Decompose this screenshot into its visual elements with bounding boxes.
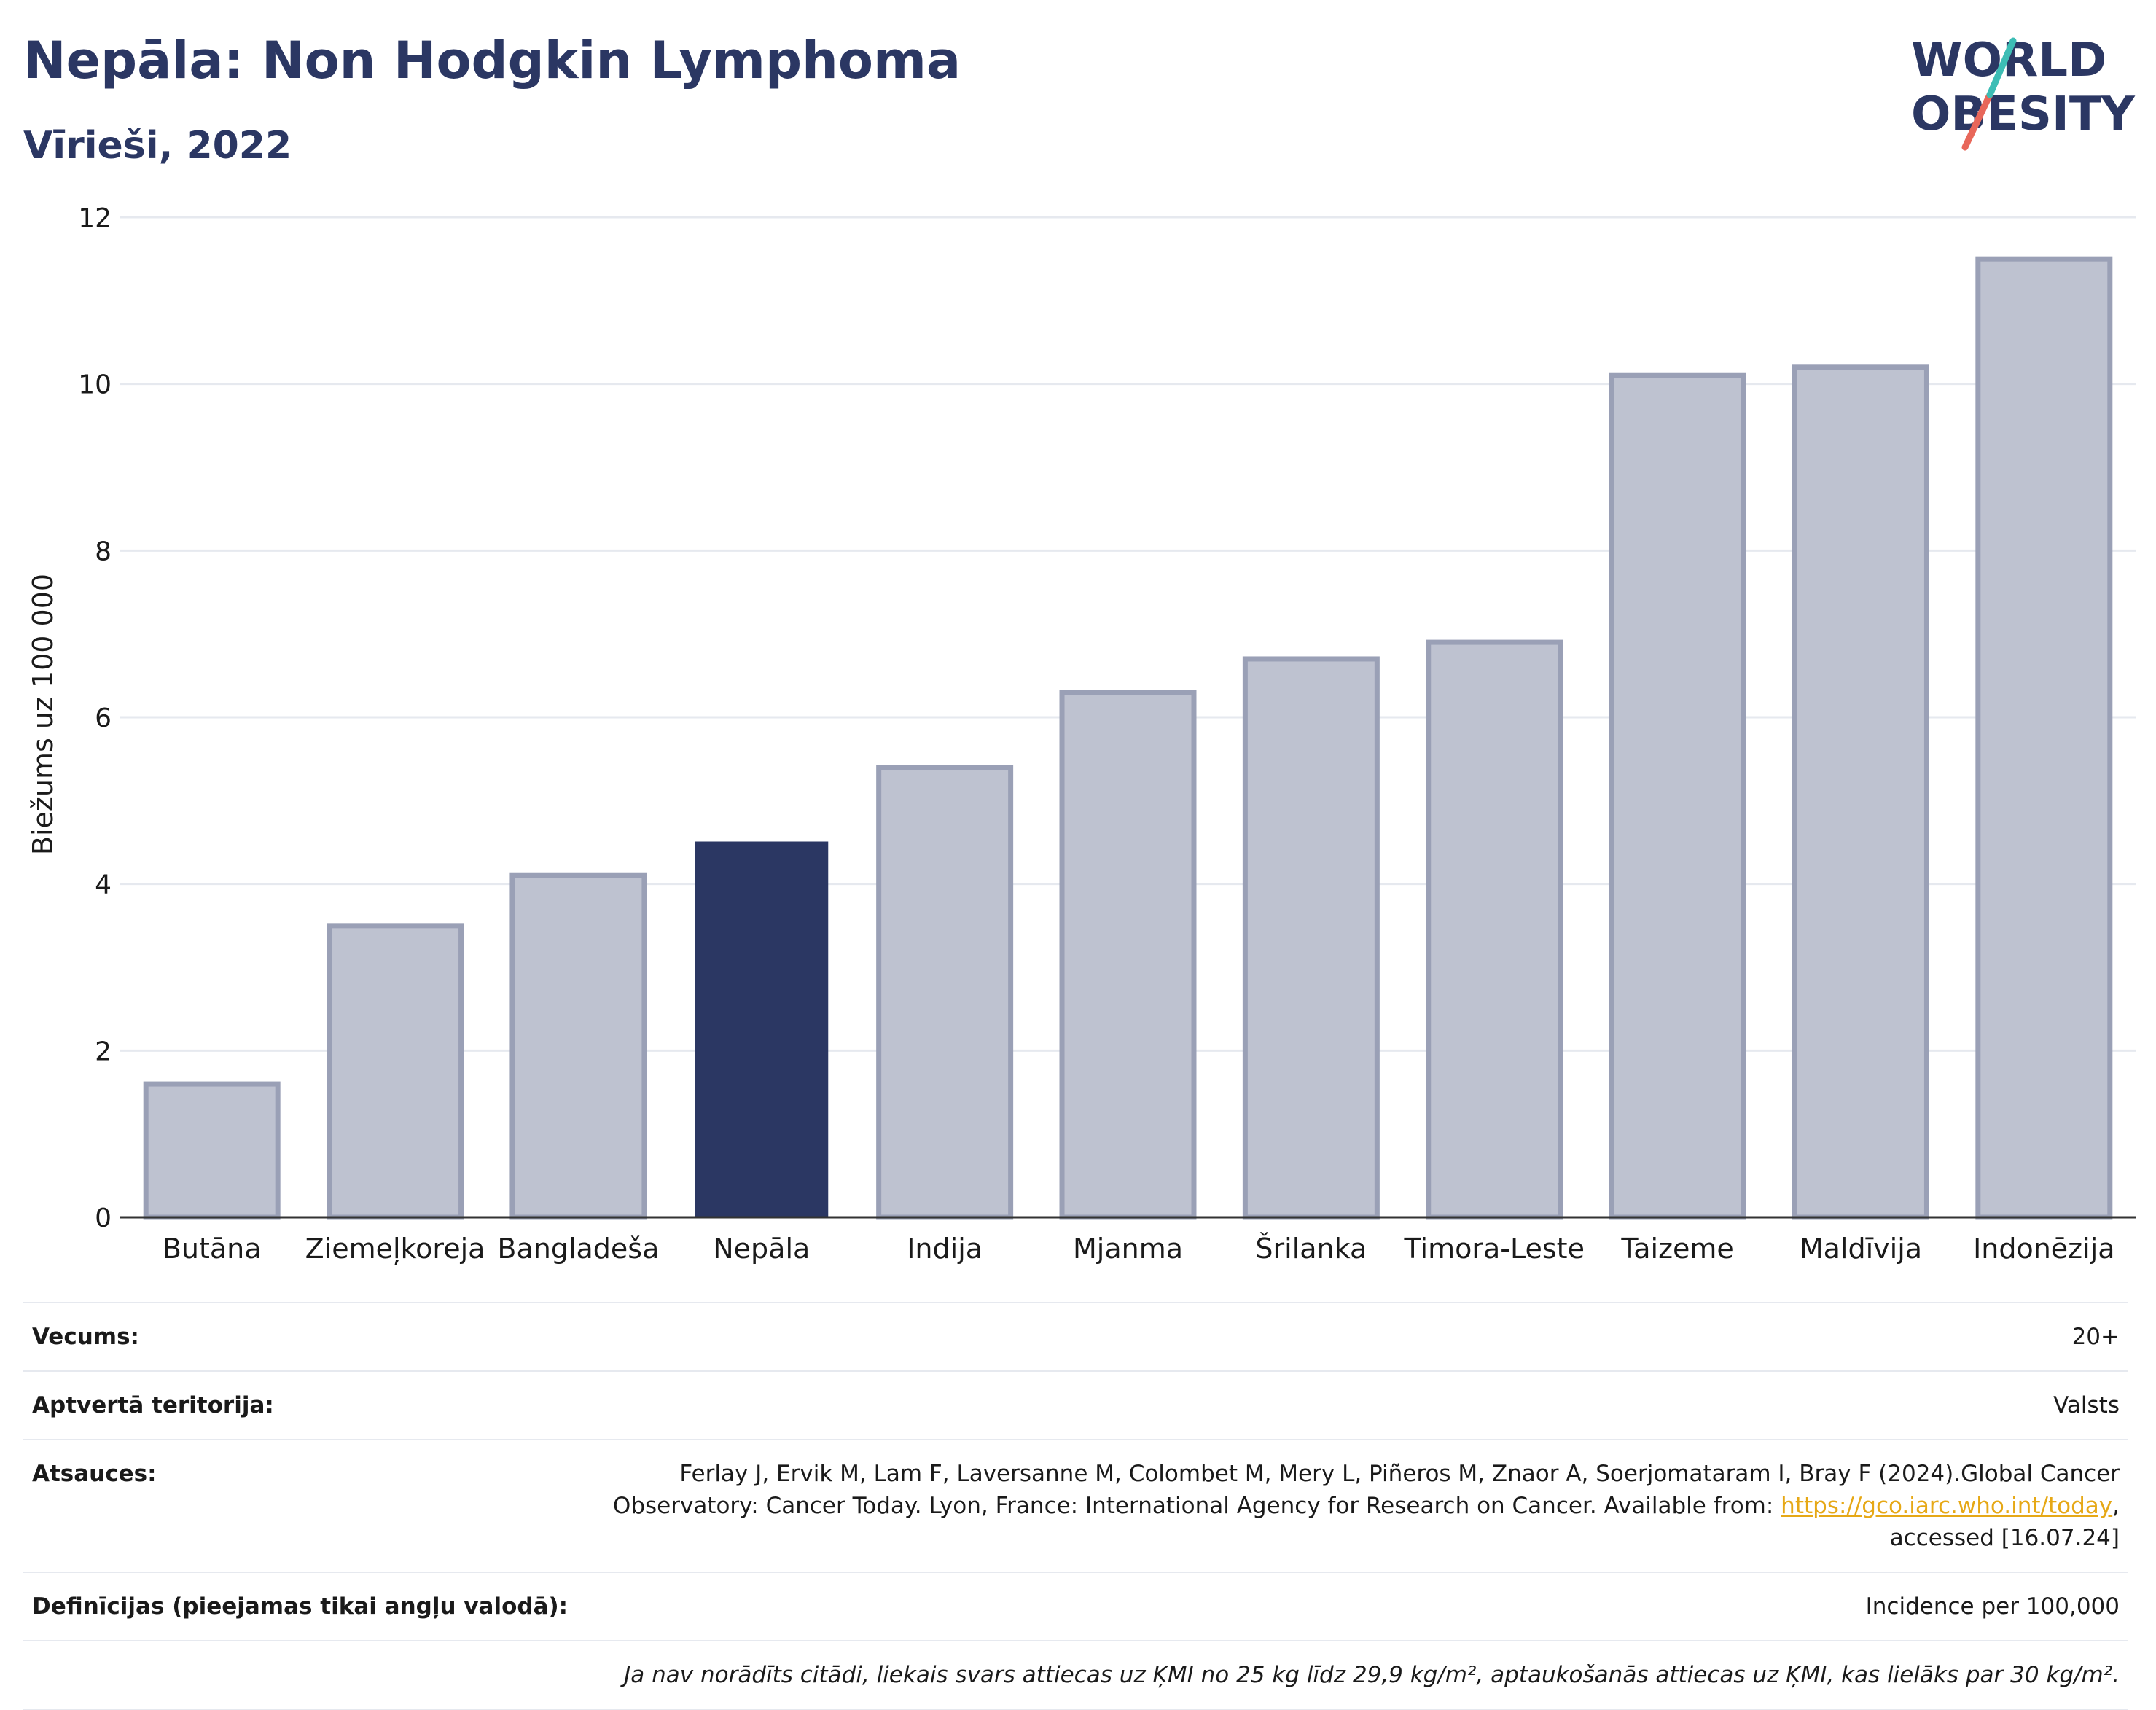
references-label: Atsauces:: [32, 1461, 157, 1487]
x-tick-label: Taizeme: [1620, 1233, 1734, 1265]
bar-6: [1242, 656, 1380, 1220]
y-tick-label: 10: [78, 370, 112, 400]
bar-0: [143, 1081, 281, 1220]
y-tick-label: 2: [95, 1036, 112, 1066]
bar-chart: 0 2 4 6 8 10 12 Butāna Ziemeļkoreja Bangladeša Nep…: [27, 203, 2136, 1265]
bars: [143, 256, 2113, 1220]
logo-slash-teal: [1986, 37, 2017, 98]
logo-text-bottom: OBESITY: [1911, 87, 2135, 141]
info-table: Vecums: 20+ Aptvertā teritorija: Valsts …: [23, 1302, 2128, 1710]
bar-5: [1059, 690, 1197, 1220]
x-tick-label: Nepāla: [713, 1233, 810, 1265]
logo-text-top: WORLD: [1911, 34, 2106, 87]
x-tick-label: Indija: [907, 1233, 983, 1265]
y-axis-label: Biežums uz 100 000: [27, 574, 59, 855]
bar-7: [1426, 639, 1563, 1220]
x-tick-label: Mjanma: [1073, 1233, 1183, 1265]
info-row-coverage: Aptvertā teritorija: Valsts: [23, 1370, 2128, 1439]
y-tick-label: 6: [95, 703, 112, 733]
x-tick-label: Butāna: [163, 1233, 262, 1265]
bar-4: [876, 765, 1014, 1220]
age-label: Vecums:: [32, 1324, 139, 1350]
logo-slash-red: [1961, 91, 1993, 151]
x-tick-label: Ziemeļkoreja: [305, 1233, 485, 1265]
info-row-note: Ja nav norādīts citādi, liekais svars at…: [23, 1640, 2128, 1710]
world-obesity-logo: WORLD OBESITY: [1911, 34, 2135, 151]
bar-10: [1975, 256, 2113, 1220]
coverage-label: Aptvertā teritorija:: [32, 1392, 274, 1418]
y-tick-label: 12: [78, 203, 112, 233]
references-line-2: Observatory: Cancer Today. Lyon, France:…: [612, 1493, 1781, 1519]
bar-3: [695, 841, 829, 1218]
note-text: Ja nav norādīts citādi, liekais svars at…: [624, 1662, 2120, 1688]
axes: 0 2 4 6 8 10 12 Butāna Ziemeļkoreja Bangladeša Nep…: [78, 203, 2136, 1265]
references-value: Ferlay J, Ervik M, Lam F, Laversanne M, …: [186, 1458, 2120, 1554]
references-line-2-end: ,: [2112, 1493, 2120, 1519]
x-tick-label: Bangladeša: [497, 1233, 659, 1265]
y-tick-label: 0: [95, 1203, 112, 1233]
definitions-value: Incidence per 100,000: [1865, 1593, 2120, 1620]
bar-1: [327, 923, 464, 1220]
bar-8: [1609, 372, 1746, 1220]
info-row-age: Vecums: 20+: [23, 1302, 2128, 1370]
bar-9: [1792, 364, 1929, 1220]
references-link[interactable]: https://gco.iarc.who.int/today: [1781, 1493, 2113, 1519]
info-row-definitions: Definīcijas (pieejamas tikai angļu valod…: [23, 1572, 2128, 1640]
references-line-3: accessed [16.07.24]: [1889, 1525, 2120, 1551]
bar-2: [509, 872, 647, 1220]
x-tick-label: Maldīvija: [1800, 1233, 1922, 1265]
x-tick-label: Indonēzija: [1973, 1233, 2114, 1265]
age-value: 20+: [2071, 1324, 2120, 1350]
y-tick-label: 8: [95, 536, 112, 566]
page-subtitle: Vīrieši, 2022: [23, 124, 292, 168]
y-tick-label: 4: [95, 870, 112, 900]
references-line-1: Ferlay J, Ervik M, Lam F, Laversanne M, …: [679, 1461, 2120, 1487]
x-tick-label: Timora-Leste: [1404, 1233, 1585, 1265]
x-tick-label: Šrilanka: [1255, 1233, 1367, 1265]
page-title: Nepāla: Non Hodgkin Lymphoma: [23, 31, 961, 90]
coverage-value: Valsts: [2053, 1392, 2120, 1418]
definitions-label: Definīcijas (pieejamas tikai angļu valod…: [32, 1593, 569, 1620]
info-row-references: Atsauces: Ferlay J, Ervik M, Lam F, Lave…: [23, 1439, 2128, 1572]
